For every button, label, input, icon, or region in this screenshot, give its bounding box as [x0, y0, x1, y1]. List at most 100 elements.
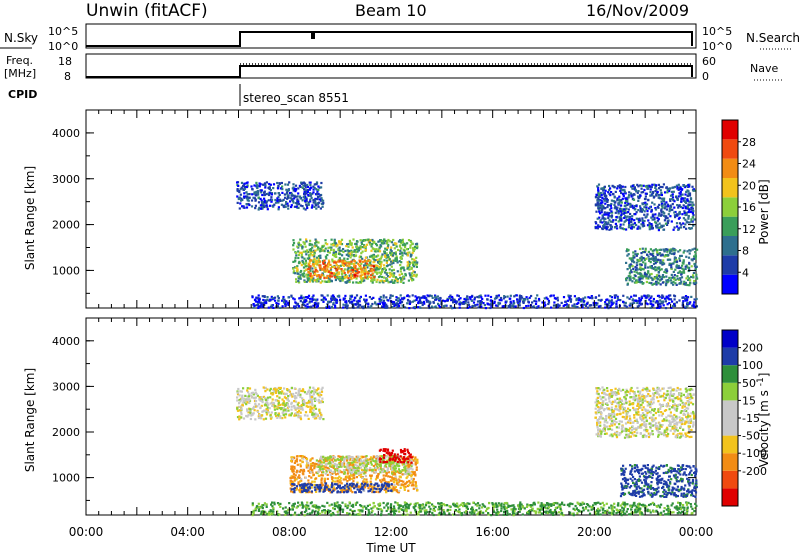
power-echo-cell [665, 300, 667, 302]
power-echo-cell [604, 301, 606, 303]
power-echo-cell [313, 265, 315, 267]
power-echo-cell [272, 297, 274, 299]
power-echo-cell [332, 244, 334, 246]
power-echo-cell [373, 265, 375, 267]
power-echo-cell [692, 276, 694, 278]
velocity-echo-cell [300, 407, 302, 409]
power-echo-cell [370, 305, 372, 307]
power-echo-cell [254, 299, 256, 301]
power-echo-cell [468, 304, 470, 306]
velocity-echo-cell [385, 491, 387, 493]
power-echo-cell [665, 276, 667, 278]
velocity-echo-cell [322, 387, 324, 389]
power-echo-cell [378, 248, 380, 250]
power-echo-cell [370, 250, 372, 252]
power-echo-cell [409, 272, 411, 274]
power-echo-cell [662, 204, 664, 206]
velocity-echo-cell [240, 408, 242, 410]
power-echo-cell [595, 196, 597, 198]
power-echo-cell [660, 301, 662, 303]
power-echo-cell [471, 305, 473, 307]
power-echo-cell [625, 228, 627, 230]
power-echo-cell [317, 248, 319, 250]
power-echo-cell [311, 300, 313, 302]
power-echo-cell [305, 265, 307, 267]
power-echo-cell [612, 303, 614, 305]
power-echo-cell [319, 194, 321, 196]
power-echo-cell [589, 304, 591, 306]
power-echo-cell [327, 247, 329, 249]
power-echo-cell [632, 255, 634, 257]
power-echo-cell [570, 298, 572, 300]
power-echo-cell [640, 303, 642, 305]
velocity-echo-cell [303, 456, 305, 458]
velocity-echo-cell [393, 481, 395, 483]
power-echo-cell [683, 217, 685, 219]
power-echo-cell [609, 187, 611, 189]
power-echo-cell [607, 204, 609, 206]
power-echo-cell [657, 224, 659, 226]
velocity-echo-cell [356, 476, 358, 478]
power-echo-cell [653, 259, 655, 261]
power-echo-cell [645, 277, 647, 279]
power-echo-cell [695, 274, 697, 276]
power-echo-cell [658, 204, 660, 206]
power-echo-cell [695, 282, 697, 284]
power-echo-cell [328, 271, 330, 273]
velocity-echo-cell [353, 477, 355, 479]
power-echo-cell [696, 249, 698, 251]
power-echo-cell [367, 303, 369, 305]
power-echo-cell [306, 281, 308, 283]
power-echo-cell [631, 260, 633, 262]
power-echo-cell [652, 192, 654, 194]
power-echo-cell [273, 183, 275, 185]
power-echo-cell [636, 184, 638, 186]
freq-tick-low: 8 [64, 70, 71, 83]
velocity-echo-cell [261, 414, 263, 416]
power-echo-cell [296, 202, 298, 204]
velocity-echo-cell [269, 389, 271, 391]
velocity-echo-cell [320, 401, 322, 403]
power-echo-cell [686, 250, 688, 252]
power-echo-cell [645, 258, 647, 260]
power-echo-cell [281, 192, 283, 194]
power-echo-cell [309, 240, 311, 242]
power-echo-cell [288, 189, 290, 191]
power-echo-cell [620, 204, 622, 206]
power-echo-cell [267, 187, 269, 189]
power-echo-cell [674, 226, 676, 228]
power-echo-cell [322, 299, 324, 301]
power-echo-cell [277, 187, 279, 189]
power-echo-cell [619, 218, 621, 220]
power-echo-cell [410, 241, 412, 243]
power-echo-cell [248, 197, 250, 199]
velocity-echo-cell [281, 390, 283, 392]
power-echo-cell [667, 220, 669, 222]
velocity-echo-cell [265, 399, 267, 401]
power-echo-cell [687, 275, 689, 277]
power-echo-cell [377, 259, 379, 261]
power-echo-cell [279, 182, 281, 184]
power-echo-cell [650, 188, 652, 190]
velocity-echo-cell [283, 414, 285, 416]
power-echo-cell [682, 300, 684, 302]
cpid-value: stereo_scan 8551 [243, 91, 349, 105]
power-echo-cell [331, 306, 333, 308]
power-echo-cell [395, 296, 397, 298]
power-echo-cell [395, 299, 397, 301]
power-echo-cell [380, 296, 382, 298]
power-echo-cell [373, 279, 375, 281]
power-echo-cell [359, 297, 361, 299]
power-echo-cell [525, 305, 527, 307]
power-echo-cell [237, 190, 239, 192]
power-echo-cell [606, 200, 608, 202]
power-echo-cell [620, 227, 622, 229]
power-echo-cell [367, 260, 369, 262]
velocity-echo-cell [313, 409, 315, 411]
power-echo-cell [395, 253, 397, 255]
power-echo-cell [285, 300, 287, 302]
power-echo-cell [683, 226, 685, 228]
power-echo-cell [672, 248, 674, 250]
power-echo-cell [401, 273, 403, 275]
velocity-echo-cell [415, 481, 417, 483]
